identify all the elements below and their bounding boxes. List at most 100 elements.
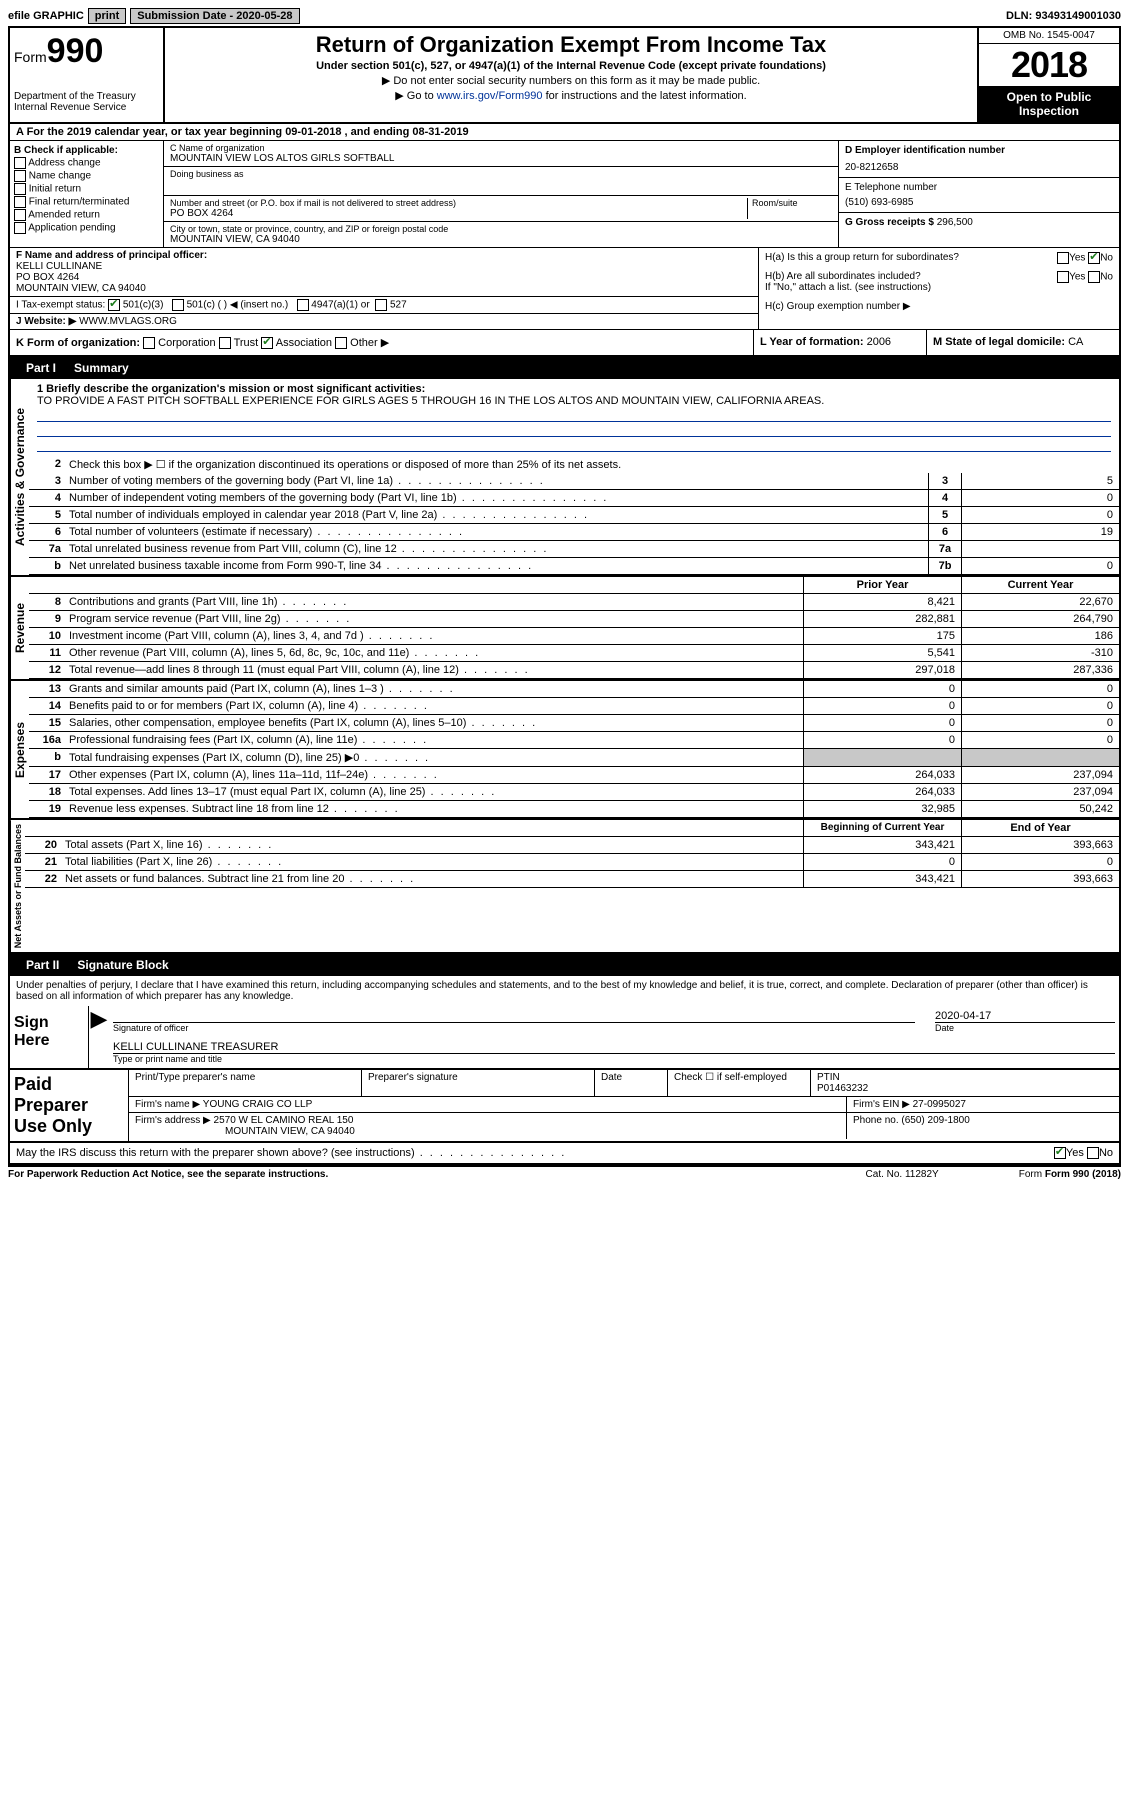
section-klm: K Form of organization: Corporation Trus… [10, 330, 1119, 357]
line-box: 7a [928, 541, 961, 557]
current-val: 0 [961, 698, 1119, 714]
discuss-text: May the IRS discuss this return with the… [16, 1147, 566, 1159]
line-box: 5 [928, 507, 961, 523]
cb-hb-no[interactable] [1088, 271, 1100, 283]
cb-501c3[interactable] [108, 299, 120, 311]
section-h: H(a) Is this a group return for subordin… [759, 248, 1119, 329]
instruction-1: ▶ Do not enter social security numbers o… [171, 74, 971, 87]
opt-501c: 501(c) ( ) ◀ (insert no.) [187, 300, 289, 311]
paid-preparer-label: Paid Preparer Use Only [10, 1070, 129, 1141]
firm-ein-value: 27-0995027 [913, 1099, 966, 1110]
cb-assoc[interactable] [261, 337, 273, 349]
table-row: 4 Number of independent voting members o… [29, 490, 1119, 507]
prior-val: 264,033 [803, 784, 961, 800]
line-desc: Revenue less expenses. Subtract line 18 … [65, 801, 803, 817]
revenue-section: Revenue Prior Year Current Year 8 Contri… [10, 577, 1119, 681]
cb-address-change[interactable]: Address change [14, 157, 159, 169]
rev-hdr-num [29, 577, 65, 593]
cb-pending[interactable]: Application pending [14, 222, 159, 234]
cb-4947[interactable] [297, 299, 309, 311]
org-name-block: C Name of organization MOUNTAIN VIEW LOS… [164, 141, 838, 167]
opt-other: Other ▶ [350, 337, 389, 349]
firm-phone-cell: Phone no. (650) 209-1800 [847, 1113, 1119, 1139]
h-c: H(c) Group exemption number ▶ [759, 297, 1119, 316]
form-subtitle: Under section 501(c), 527, or 4947(a)(1)… [171, 60, 971, 72]
q1-label: 1 Briefly describe the organization's mi… [37, 383, 425, 395]
cb-discuss-yes[interactable] [1054, 1147, 1066, 1159]
cb-501c[interactable] [172, 299, 184, 311]
declaration: Under penalties of perjury, I declare th… [10, 976, 1119, 1006]
line-desc: Benefits paid to or for members (Part IX… [65, 698, 803, 714]
mission-line-1 [37, 407, 1111, 422]
cb-discuss-no[interactable] [1087, 1147, 1099, 1159]
form-990-footer: Form 990 (2018) [1045, 1169, 1121, 1180]
cb-ha-no[interactable] [1088, 252, 1100, 264]
line-desc: Number of voting members of the governin… [65, 473, 928, 489]
line-num: 13 [29, 681, 65, 697]
rev-header-row: Prior Year Current Year [29, 577, 1119, 594]
footer: For Paperwork Reduction Act Notice, see … [8, 1167, 1121, 1182]
street-block: Number and street (or P.O. box if mail i… [164, 196, 838, 222]
year-formation: 2006 [867, 336, 891, 348]
ein-value: 20-8212658 [845, 162, 1113, 173]
omb-number: OMB No. 1545-0047 [979, 28, 1119, 44]
opt-527: 527 [390, 300, 407, 311]
prior-year-hdr: Prior Year [803, 577, 961, 593]
line-num: 5 [29, 507, 65, 523]
current-val: -310 [961, 645, 1119, 661]
section-f-wrap: F Name and address of principal officer:… [10, 248, 759, 329]
form-title: Return of Organization Exempt From Incom… [171, 32, 971, 58]
line-desc: Total liabilities (Part X, line 26) [61, 854, 803, 870]
right-column: D Employer identification number 20-8212… [838, 141, 1119, 247]
cb-other[interactable] [335, 337, 347, 349]
officer-name-title: KELLI CULLINANE TREASURER [113, 1041, 1115, 1053]
city-label: City or town, state or province, country… [170, 224, 832, 234]
line-val: 5 [961, 473, 1119, 489]
line-desc: Contributions and grants (Part VIII, lin… [65, 594, 803, 610]
line-num: 20 [25, 837, 61, 853]
prior-val: 5,541 [803, 645, 961, 661]
cb-final-return[interactable]: Final return/terminated [14, 196, 159, 208]
cb-corp[interactable] [143, 337, 155, 349]
cb-name-change[interactable]: Name change [14, 170, 159, 182]
cb-527[interactable] [375, 299, 387, 311]
line-desc: Investment income (Part VIII, column (A)… [65, 628, 803, 644]
cb-initial-return[interactable]: Initial return [14, 183, 159, 195]
h-a: H(a) Is this a group return for subordin… [759, 248, 1119, 267]
line-num: b [29, 749, 65, 766]
part2-heading: Signature Block [77, 958, 168, 972]
cb-ha-yes[interactable] [1057, 252, 1069, 264]
opt-corp: Corporation [158, 337, 215, 349]
end-val: 0 [961, 854, 1119, 870]
opt-trust: Trust [234, 337, 259, 349]
vlabel-ag: Activities & Governance [10, 379, 29, 575]
street-label: Number and street (or P.O. box if mail i… [170, 198, 747, 208]
cb-hb-yes[interactable] [1057, 271, 1069, 283]
yes-2: Yes [1069, 272, 1085, 283]
prep-date-label: Date [595, 1070, 668, 1096]
no-2: No [1100, 272, 1113, 283]
current-val: 186 [961, 628, 1119, 644]
irs-link[interactable]: www.irs.gov/Form990 [437, 90, 543, 102]
line-box: 4 [928, 490, 961, 506]
beg-val: 343,421 [803, 837, 961, 853]
room-label: Room/suite [752, 198, 832, 208]
cb-amended[interactable]: Amended return [14, 209, 159, 221]
sig-date-label: Date [935, 1022, 1115, 1033]
expenses-section: Expenses 13 Grants and similar amounts p… [10, 681, 1119, 820]
form-container: Form990 Department of the Treasury Inter… [8, 26, 1121, 1167]
submission-date: Submission Date - 2020-05-28 [130, 8, 299, 24]
h-b: H(b) Are all subordinates included? Yes … [759, 267, 1119, 297]
cb-trust[interactable] [219, 337, 231, 349]
officer-name-label: Type or print name and title [113, 1053, 1115, 1064]
line-desc: Other revenue (Part VIII, column (A), li… [65, 645, 803, 661]
dept-treasury: Department of the Treasury Internal Reve… [14, 91, 159, 113]
firm-ein-cell: Firm's EIN ▶ 27-0995027 [847, 1097, 1119, 1112]
phone-value-2: (650) 209-1800 [901, 1115, 969, 1126]
print-button[interactable]: print [88, 8, 126, 24]
vlabel-exp: Expenses [10, 681, 29, 818]
table-row: 14 Benefits paid to or for members (Part… [29, 698, 1119, 715]
officer-street: PO BOX 4264 [16, 272, 752, 283]
table-row: 20 Total assets (Part X, line 16) 343,42… [25, 837, 1119, 854]
prior-val: 282,881 [803, 611, 961, 627]
